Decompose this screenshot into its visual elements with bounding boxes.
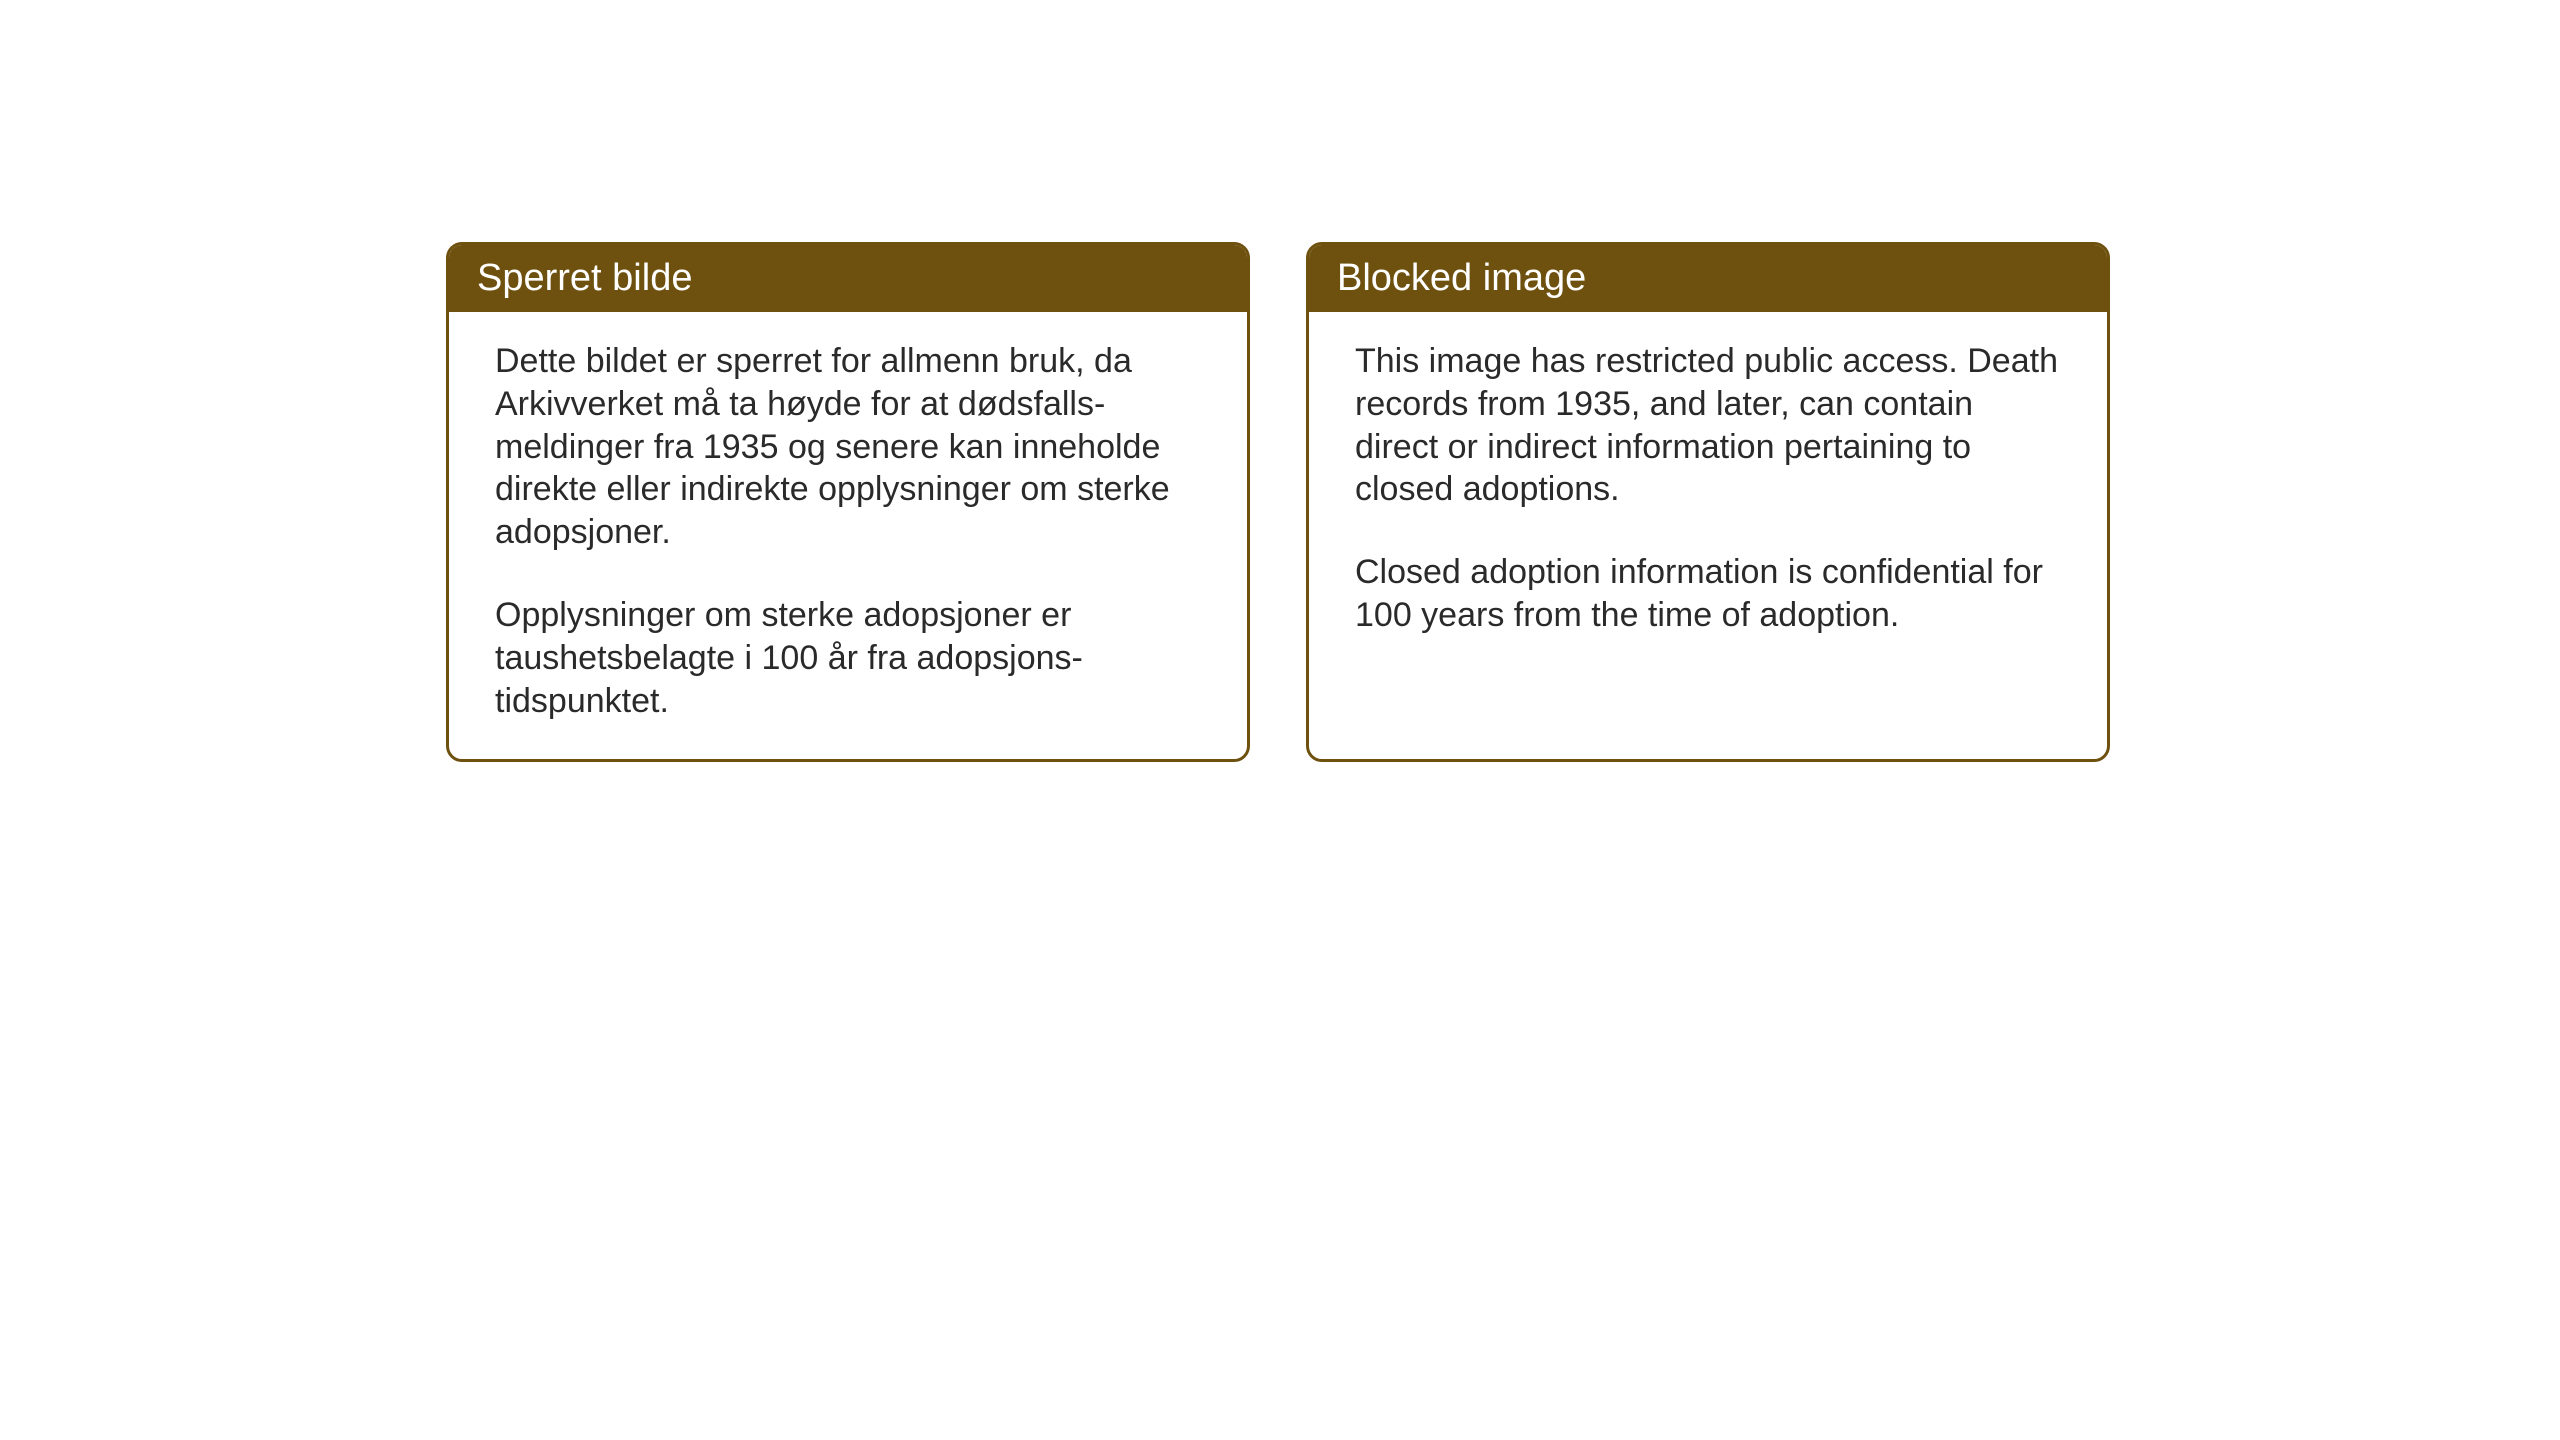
cards-container: Sperret bilde Dette bildet er sperret fo… xyxy=(446,242,2110,762)
card-header-norwegian: Sperret bilde xyxy=(449,245,1247,312)
card-title-english: Blocked image xyxy=(1337,257,1586,299)
card-title-norwegian: Sperret bilde xyxy=(477,257,692,299)
card-paragraph-2-norwegian: Opplysninger om sterke adopsjoner er tau… xyxy=(495,594,1201,722)
card-paragraph-1-english: This image has restricted public access.… xyxy=(1355,340,2061,511)
card-header-english: Blocked image xyxy=(1309,245,2107,312)
card-paragraph-1-norwegian: Dette bildet er sperret for allmenn bruk… xyxy=(495,340,1201,554)
card-body-norwegian: Dette bildet er sperret for allmenn bruk… xyxy=(449,312,1247,759)
card-body-english: This image has restricted public access.… xyxy=(1309,312,2107,752)
card-paragraph-2-english: Closed adoption information is confident… xyxy=(1355,551,2061,637)
card-english: Blocked image This image has restricted … xyxy=(1306,242,2110,762)
card-norwegian: Sperret bilde Dette bildet er sperret fo… xyxy=(446,242,1250,762)
